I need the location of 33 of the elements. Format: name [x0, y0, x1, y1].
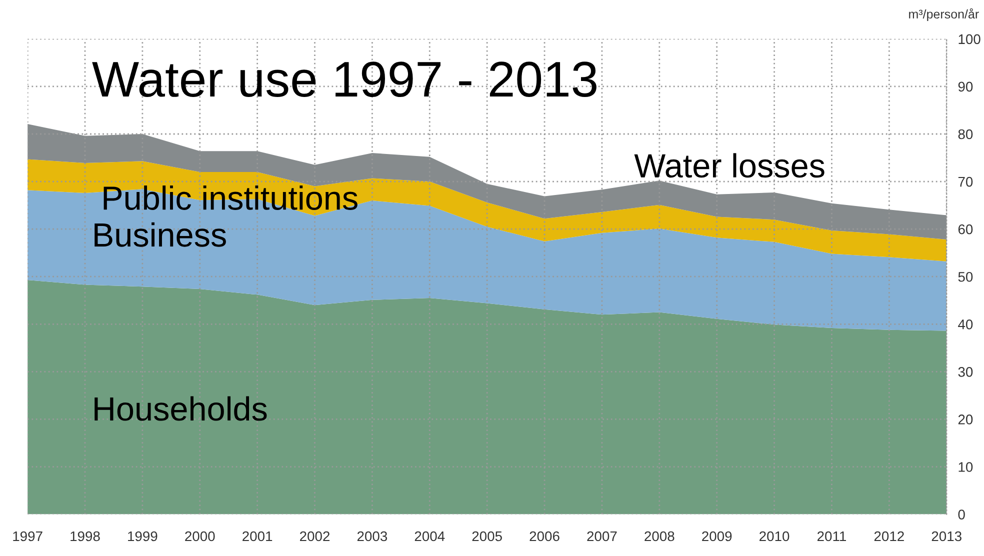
y-axis-title: m³/person/år [909, 8, 979, 22]
x-tick-label: 2003 [357, 531, 388, 542]
x-tick-label: 2000 [185, 531, 215, 542]
x-tick-label: 2007 [587, 531, 617, 542]
y-tick-label: 60 [958, 224, 973, 234]
series-label: Public institutions [104, 185, 358, 210]
y-tick-label: 80 [958, 129, 973, 140]
y-tick-label: 10 [958, 462, 973, 472]
x-tick-label: 2004 [414, 531, 445, 542]
y-tick-label: 40 [958, 319, 973, 330]
y-tick-label: 30 [958, 367, 973, 377]
y-tick-label: 0 [958, 510, 965, 520]
x-tick-label: 1998 [70, 531, 100, 542]
y-tick-label: 70 [958, 176, 973, 187]
x-tick-label: 1997 [13, 531, 42, 542]
x-tick-label: 2006 [530, 531, 560, 542]
x-tick-label: 2011 [817, 531, 846, 542]
x-tick-label: 2009 [702, 531, 732, 542]
y-tick-label: 50 [958, 272, 973, 282]
y-tick-label: 100 [958, 34, 980, 44]
series-label: Business [94, 222, 226, 247]
x-tick-label: 2013 [932, 531, 962, 542]
x-tick-label: 2012 [874, 531, 904, 542]
x-tick-label: 2001 [242, 531, 272, 542]
chart-title: Water use 1997 - 2013 [92, 62, 596, 98]
x-tick-label: 2005 [472, 531, 502, 542]
x-tick-label: 1999 [128, 531, 158, 542]
y-tick-label: 20 [958, 414, 973, 424]
x-tick-label: 2008 [644, 531, 674, 542]
y-tick-label: 90 [958, 82, 973, 92]
series-label: Water losses [634, 153, 824, 178]
x-tick-label: 2002 [300, 531, 330, 542]
x-tick-label: 2010 [760, 531, 790, 542]
